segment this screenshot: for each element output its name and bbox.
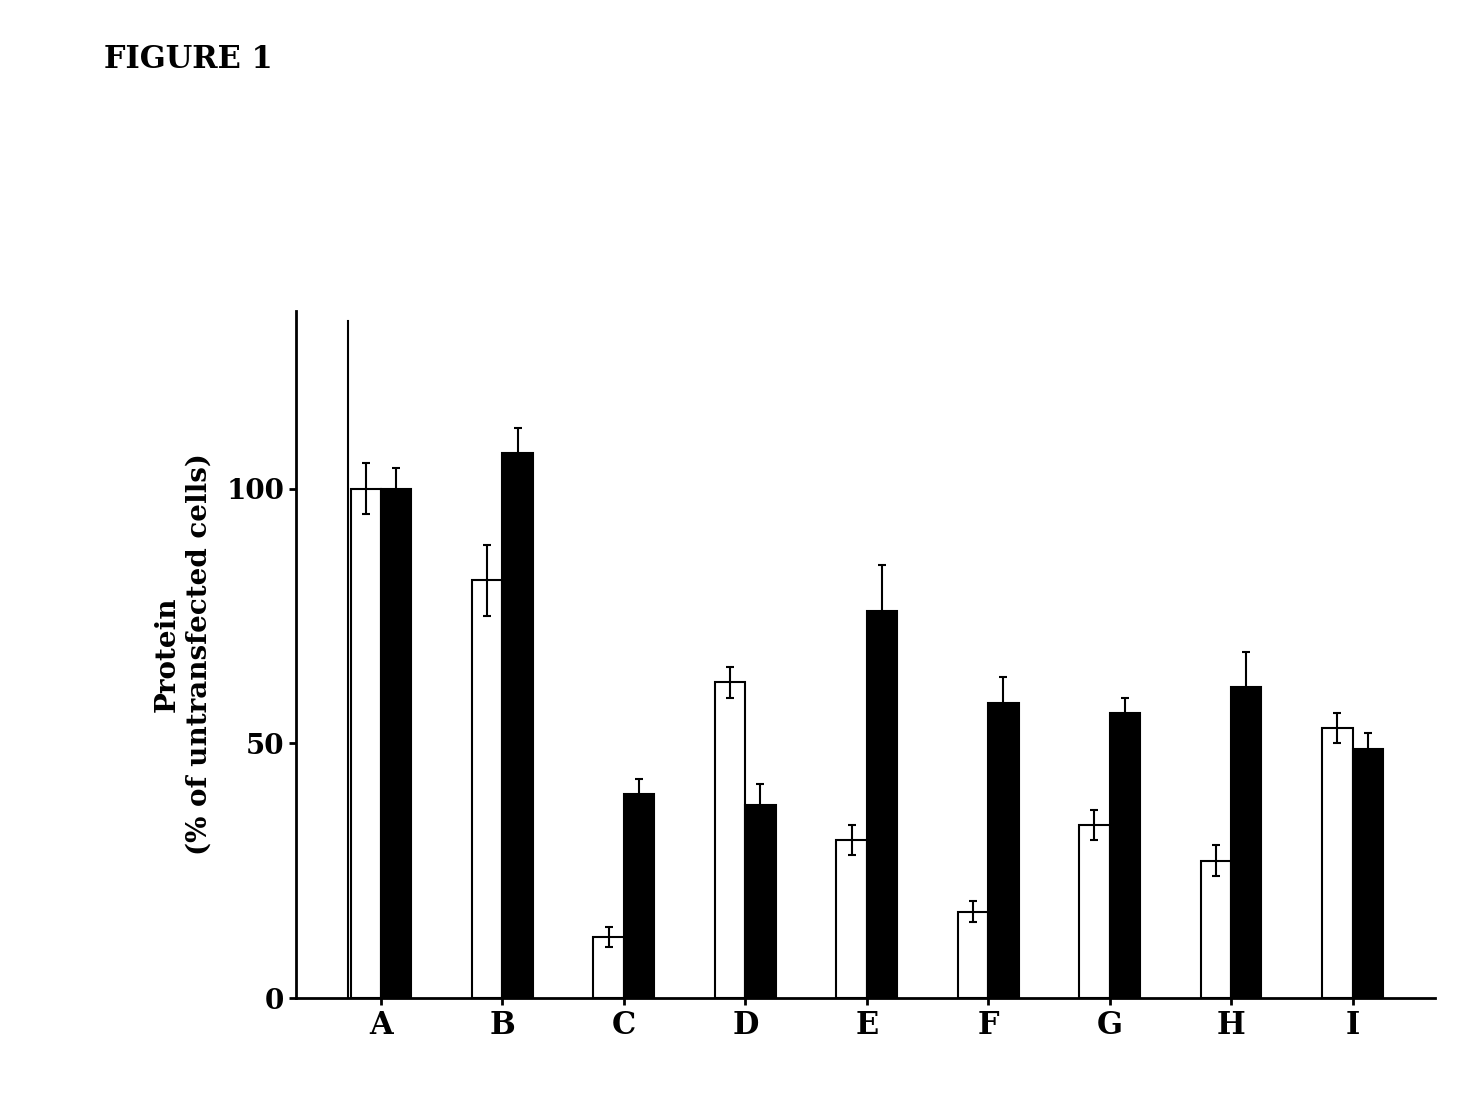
Bar <box>472 580 503 998</box>
Bar <box>836 841 867 998</box>
Bar <box>988 703 1019 998</box>
Bar <box>1201 861 1231 998</box>
Bar <box>1231 688 1262 998</box>
Bar <box>382 489 411 998</box>
Bar <box>1322 729 1352 998</box>
Y-axis label: Protein
(% of untransfected cells): Protein (% of untransfected cells) <box>154 454 211 855</box>
Bar <box>1109 713 1140 998</box>
Bar <box>958 912 988 998</box>
Bar <box>624 794 654 998</box>
Bar <box>1080 825 1109 998</box>
Bar <box>867 611 898 998</box>
Bar <box>745 804 775 998</box>
Bar <box>714 682 745 998</box>
Bar <box>351 489 382 998</box>
Bar <box>503 454 532 998</box>
Text: FIGURE 1: FIGURE 1 <box>104 44 272 75</box>
Bar <box>1352 749 1383 998</box>
Bar <box>593 937 624 998</box>
